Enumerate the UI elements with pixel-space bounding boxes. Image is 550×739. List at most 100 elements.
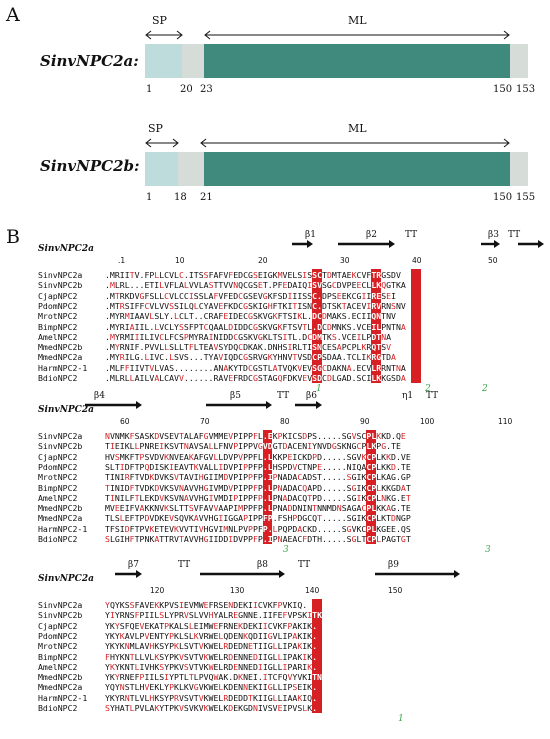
secondary-structure-label: TT [298,560,311,570]
tick-a-20: 20 [180,84,193,95]
sequence-row: SLGIHFTPNKATTRVTAVVHGIIDDIDVPPFP.IPNAEAC… [105,534,411,544]
conserved-column-highlight [262,430,273,545]
gene-label-sinvnpc2a: SinvNPC2a: [40,52,139,70]
sequence-row: .MLRLLAILVALCAVV......RAVEFRDCGSTAGQFDKV… [105,373,406,383]
ruler-label: 130 [230,586,245,595]
mature-bar-a [204,44,510,78]
disulfide-bond-number: 1 [398,714,404,725]
species-name: MrotNPC2 [38,641,78,652]
conserved-column-highlight [371,269,382,384]
sequence-row: TFSIDFTPVKETEVKVVTIVHGVIMNLPVPPFP.LPQPDA… [105,523,411,534]
species-name: PdomNPC2 [38,300,78,311]
species-name: SinvNPC2a [38,431,83,441]
species-name: AmelNPC2 [38,331,78,342]
sp-label-b: SP [148,122,163,135]
tick-b-150: 150 [493,192,513,203]
ruler-label: 90 [360,417,370,426]
ruler-label: 60 [120,417,130,426]
disulfide-bond-number: 2 [425,384,431,395]
disulfide-bond-number: 2 [482,384,488,395]
sequence-row: .MRIITV.FPLLCVLC.ITSSFAFVFEDCGSEIGKMVELS… [105,270,401,280]
secondary-structure-label: β3 [488,230,499,240]
species-name: HarmNPC2-1 [38,362,88,373]
secondary-structure-label: TT [178,560,191,570]
species-name: SinvNPC2b [38,280,83,291]
sequence-row: FHYKNTLLVLKSYPKVSVTVKWELRDENNEDIIGLLIPAK… [105,651,318,662]
ruler-label: 80 [280,417,290,426]
signal-peptide-bar-b [145,152,178,186]
sequence-row: YKYKNMLAVHKSYPKLSVTVKWELRDEDNETIIGLLIPAK… [105,641,318,652]
sequence-row: .MTRSIFFCVLVVSSILQLCYAVEFKDCGSKIGHFTKITI… [105,300,406,311]
tick-b-21: 21 [200,192,213,203]
ml-label-a: ML [348,14,367,27]
secondary-structure-label: β2 [366,230,377,240]
sequence-row: YKYKNTLIVHKSYPKVSVTVKWELRDENNEDIIGLLIPAR… [105,661,318,672]
sequence-row: .MYRILG.LIVC.LSVS...TYAVIQDCGSRVGKYHNVTV… [105,352,396,363]
sequence-row: YQYNSTLHVEKLYPKLKVGVKWELKDENNEKIIGLLIPSE… [105,682,318,693]
species-name: BimpNPC2 [38,482,78,493]
alignment-reference-title: SinvNPC2a [38,244,94,254]
sequence-row: YIYRNSFPIILSLYPRVSLVVHYALREGNNE.IIFEFVPS… [105,610,322,621]
species-name: BdioNPC2 [38,703,78,713]
conserved-column-highlight [366,430,377,545]
species-name: PdomNPC2 [38,461,78,472]
conserved-column-highlight [311,599,322,714]
sequence-row: TIEIKLLPNREIKSVTNAVSALLFNVPIPPVGVDGTDACE… [105,441,401,452]
species-name: MmedNPC2b [38,672,83,683]
sequence-row: YKYRNEFPIILSIYPTLTLPVQWAK.DKNEI.ITCFQVYV… [105,672,322,683]
sequence-row: .MYRMIAAVLSLY.LCLT..CRAFEIDECGSKVGKFTSIK… [105,311,396,322]
species-name: PdomNPC2 [38,630,78,641]
secondary-structure-label: β5 [230,391,241,401]
secondary-structure-arrows [292,240,544,248]
alignment-reference-title: SinvNPC2a [38,574,94,584]
ml-label-b: ML [348,122,367,135]
mature-bar-b [204,152,510,186]
species-name: BimpNPC2 [38,321,78,332]
secondary-structure-label: η1 [402,391,414,401]
species-name: SinvNPC2a [38,600,83,610]
sequence-row: .MTRKDVGFSLLCVLCCISSLAFVFEDCGSEVGKFSDIII… [105,290,396,301]
tick-a-1: 1 [146,84,153,95]
ruler-label: 20 [258,256,268,265]
sequence-row: YQYKSSFAVEKKPVSIEVMWEFRSENDEKIICVKFPVKIQ… [105,600,308,610]
sequence-row: NVNMKFSASKDVSEVTALAFGVMMEVPIPPFL.EKPKICS… [105,431,406,441]
sequence-row: YKYKAVLPVENTYPKLSLKVRWELQDENKQDIIGVLIPAK… [105,630,318,641]
sequence-row: .MYRNIF.PVVLLSLLTFLTEAVSYDQCDKAK.DNHSIRL… [105,342,392,353]
tail-bar-b [510,152,528,186]
sequence-row: .MYRIAIIL.LVCLYSSFPTCQAALDIDDCGSKVGKFTSV… [105,321,406,332]
ruler-label: 100 [420,417,435,426]
secondary-structure-arrows [85,401,322,409]
species-name: SinvNPC2b [38,610,83,621]
linker-bar-a [182,44,204,78]
secondary-structure-label: β8 [257,560,268,570]
secondary-structure-label: β6 [306,391,317,401]
species-name: CjapNPC2 [38,290,78,301]
secondary-structure-label: β9 [388,560,399,570]
conserved-column-highlight [311,269,322,384]
secondary-structure-label: TT [405,230,418,240]
species-name: HarmNPC2-1 [38,523,88,534]
sequence-row: MVEEIFVAKKNVKSLTTSVFAVVAAPIMPPFP.LPNADDN… [105,503,411,514]
sequence-row: YKYRNTLVLHKSYPRVSVTVKWELRDEDDTKIIGLLIAAK… [105,692,318,703]
species-name: MmedNPC2b [38,342,83,353]
sequence-row: YKYSFQEVEKATPKALSLEIMWEFRNEKDEKIICVKFPAK… [105,620,318,631]
tick-b-1: 1 [146,192,153,203]
species-name: MmedNPC2a [38,352,83,363]
tick-a-153: 153 [516,84,536,95]
tick-a-23: 23 [200,84,213,95]
linker-bar-b [178,152,204,186]
sp-arrow-b [145,138,179,148]
species-name: SinvNPC2a [38,270,83,280]
panel-letter-a: A [6,4,20,26]
ruler-label: 70 [200,417,210,426]
tick-b-155: 155 [516,192,536,203]
ruler-label: 150 [388,586,403,595]
tick-b-18: 18 [174,192,187,203]
species-name: MmedNPC2a [38,682,83,693]
tick-a-150: 150 [493,84,513,95]
species-name: AmelNPC2 [38,661,78,672]
sequence-row: HVSMKFTPSVDVKNVEAKAFGVLLDVPVPPFL.LKKPEIC… [105,451,411,462]
secondary-structure-label: TT [426,391,439,401]
secondary-structure-label: β4 [94,391,105,401]
ml-arrow-b [200,138,510,148]
